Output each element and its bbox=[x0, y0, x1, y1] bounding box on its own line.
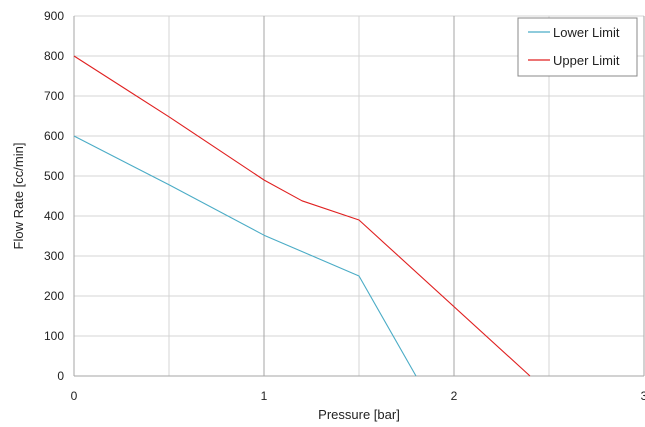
y-tick-label: 100 bbox=[44, 329, 64, 343]
x-tick-label: 2 bbox=[451, 389, 458, 403]
x-tick-label: 1 bbox=[261, 389, 268, 403]
y-tick-label: 0 bbox=[57, 369, 64, 383]
y-tick-label: 400 bbox=[44, 209, 64, 223]
y-tick-label: 200 bbox=[44, 289, 64, 303]
y-tick-label: 900 bbox=[44, 9, 64, 23]
series-layer bbox=[73, 55, 531, 377]
y-axis-label: Flow Rate [cc/min] bbox=[11, 143, 26, 250]
legend-label: Lower Limit bbox=[553, 25, 620, 40]
y-tick-label: 700 bbox=[44, 89, 64, 103]
x-tick-label: 3 bbox=[641, 389, 645, 403]
series-line-upper-limit bbox=[73, 55, 531, 377]
y-axis-ticks: 0 100 200 300 400 500 600 700 800 900 bbox=[44, 9, 64, 383]
series-line-lower-limit bbox=[73, 135, 417, 377]
legend: Lower Limit Upper Limit bbox=[517, 17, 638, 77]
x-axis-ticks: 0 1 2 3 bbox=[71, 389, 645, 403]
y-tick-label: 800 bbox=[44, 49, 64, 63]
legend-box bbox=[517, 17, 638, 77]
y-tick-label: 300 bbox=[44, 249, 64, 263]
y-tick-label: 500 bbox=[44, 169, 64, 183]
plot-area-border bbox=[73, 16, 644, 377]
x-tick-label: 0 bbox=[71, 389, 78, 403]
y-tick-label: 600 bbox=[44, 129, 64, 143]
x-axis-label: Pressure [bar] bbox=[318, 407, 400, 422]
legend-label: Upper Limit bbox=[553, 53, 620, 68]
